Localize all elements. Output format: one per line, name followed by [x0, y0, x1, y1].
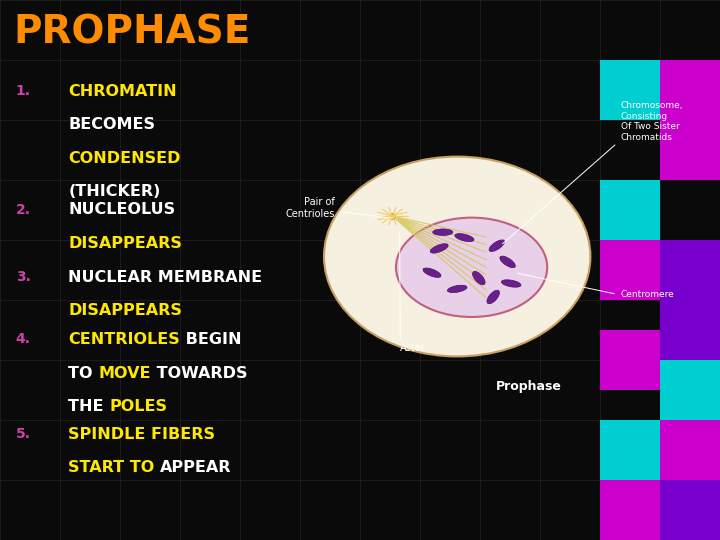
Text: NUCLEOLUS: NUCLEOLUS [68, 202, 176, 218]
Text: TO: TO [68, 366, 99, 381]
Text: NUCLEAR MEMBRANE: NUCLEAR MEMBRANE [68, 270, 263, 285]
Text: START TO: START TO [68, 460, 161, 475]
Ellipse shape [501, 280, 521, 287]
Circle shape [324, 157, 590, 356]
Text: DISAPPEARS: DISAPPEARS [68, 303, 182, 319]
Ellipse shape [500, 256, 516, 268]
Bar [660, 420, 720, 480]
Text: SPINDLE FIBERS: SPINDLE FIBERS [68, 427, 215, 442]
Text: TOWARDS: TOWARDS [151, 366, 248, 381]
Text: POLES: POLES [109, 399, 168, 414]
Ellipse shape [472, 272, 485, 285]
Ellipse shape [423, 268, 441, 278]
Text: DISAPPEARS: DISAPPEARS [68, 236, 182, 251]
Ellipse shape [396, 218, 547, 317]
Text: Centromere: Centromere [621, 290, 675, 299]
Ellipse shape [433, 229, 453, 235]
Text: Prophase: Prophase [496, 380, 562, 393]
Text: BECOMES: BECOMES [68, 117, 156, 132]
Text: Chromosome,
Consisting
Of Two Sister
Chromatids: Chromosome, Consisting Of Two Sister Chr… [621, 102, 683, 141]
Bar [660, 120, 720, 180]
Text: CENTRIOLES: CENTRIOLES [68, 332, 180, 347]
Text: THE: THE [68, 399, 109, 414]
Text: Aster: Aster [400, 343, 426, 353]
Bar [600, 240, 660, 300]
Bar [660, 480, 720, 540]
Text: 4.: 4. [16, 332, 31, 346]
Text: 2.: 2. [16, 202, 31, 217]
Bar [600, 420, 660, 480]
Text: CONDENSED: CONDENSED [68, 151, 181, 166]
Text: BEGIN: BEGIN [180, 332, 242, 347]
Text: 5.: 5. [16, 427, 31, 441]
Text: MOVE: MOVE [99, 366, 151, 381]
Ellipse shape [431, 244, 448, 253]
Ellipse shape [487, 291, 500, 303]
Text: Pair of
Centrioles: Pair of Centrioles [285, 197, 393, 219]
Text: 3.: 3. [16, 270, 31, 284]
Text: PROPHASE: PROPHASE [13, 14, 251, 51]
Text: (THICKER): (THICKER) [68, 184, 161, 199]
Ellipse shape [447, 285, 467, 293]
Bar [600, 330, 660, 390]
Ellipse shape [455, 234, 474, 241]
Bar [600, 60, 660, 120]
Text: 1.: 1. [16, 84, 31, 98]
Text: APPEAR: APPEAR [161, 460, 232, 475]
Bar [660, 360, 720, 420]
Bar [660, 300, 720, 360]
Ellipse shape [489, 240, 505, 252]
Bar [660, 60, 720, 120]
Bar [600, 480, 660, 540]
Bar [600, 180, 660, 240]
Bar [660, 240, 720, 300]
Text: CHROMATIN: CHROMATIN [68, 84, 177, 99]
